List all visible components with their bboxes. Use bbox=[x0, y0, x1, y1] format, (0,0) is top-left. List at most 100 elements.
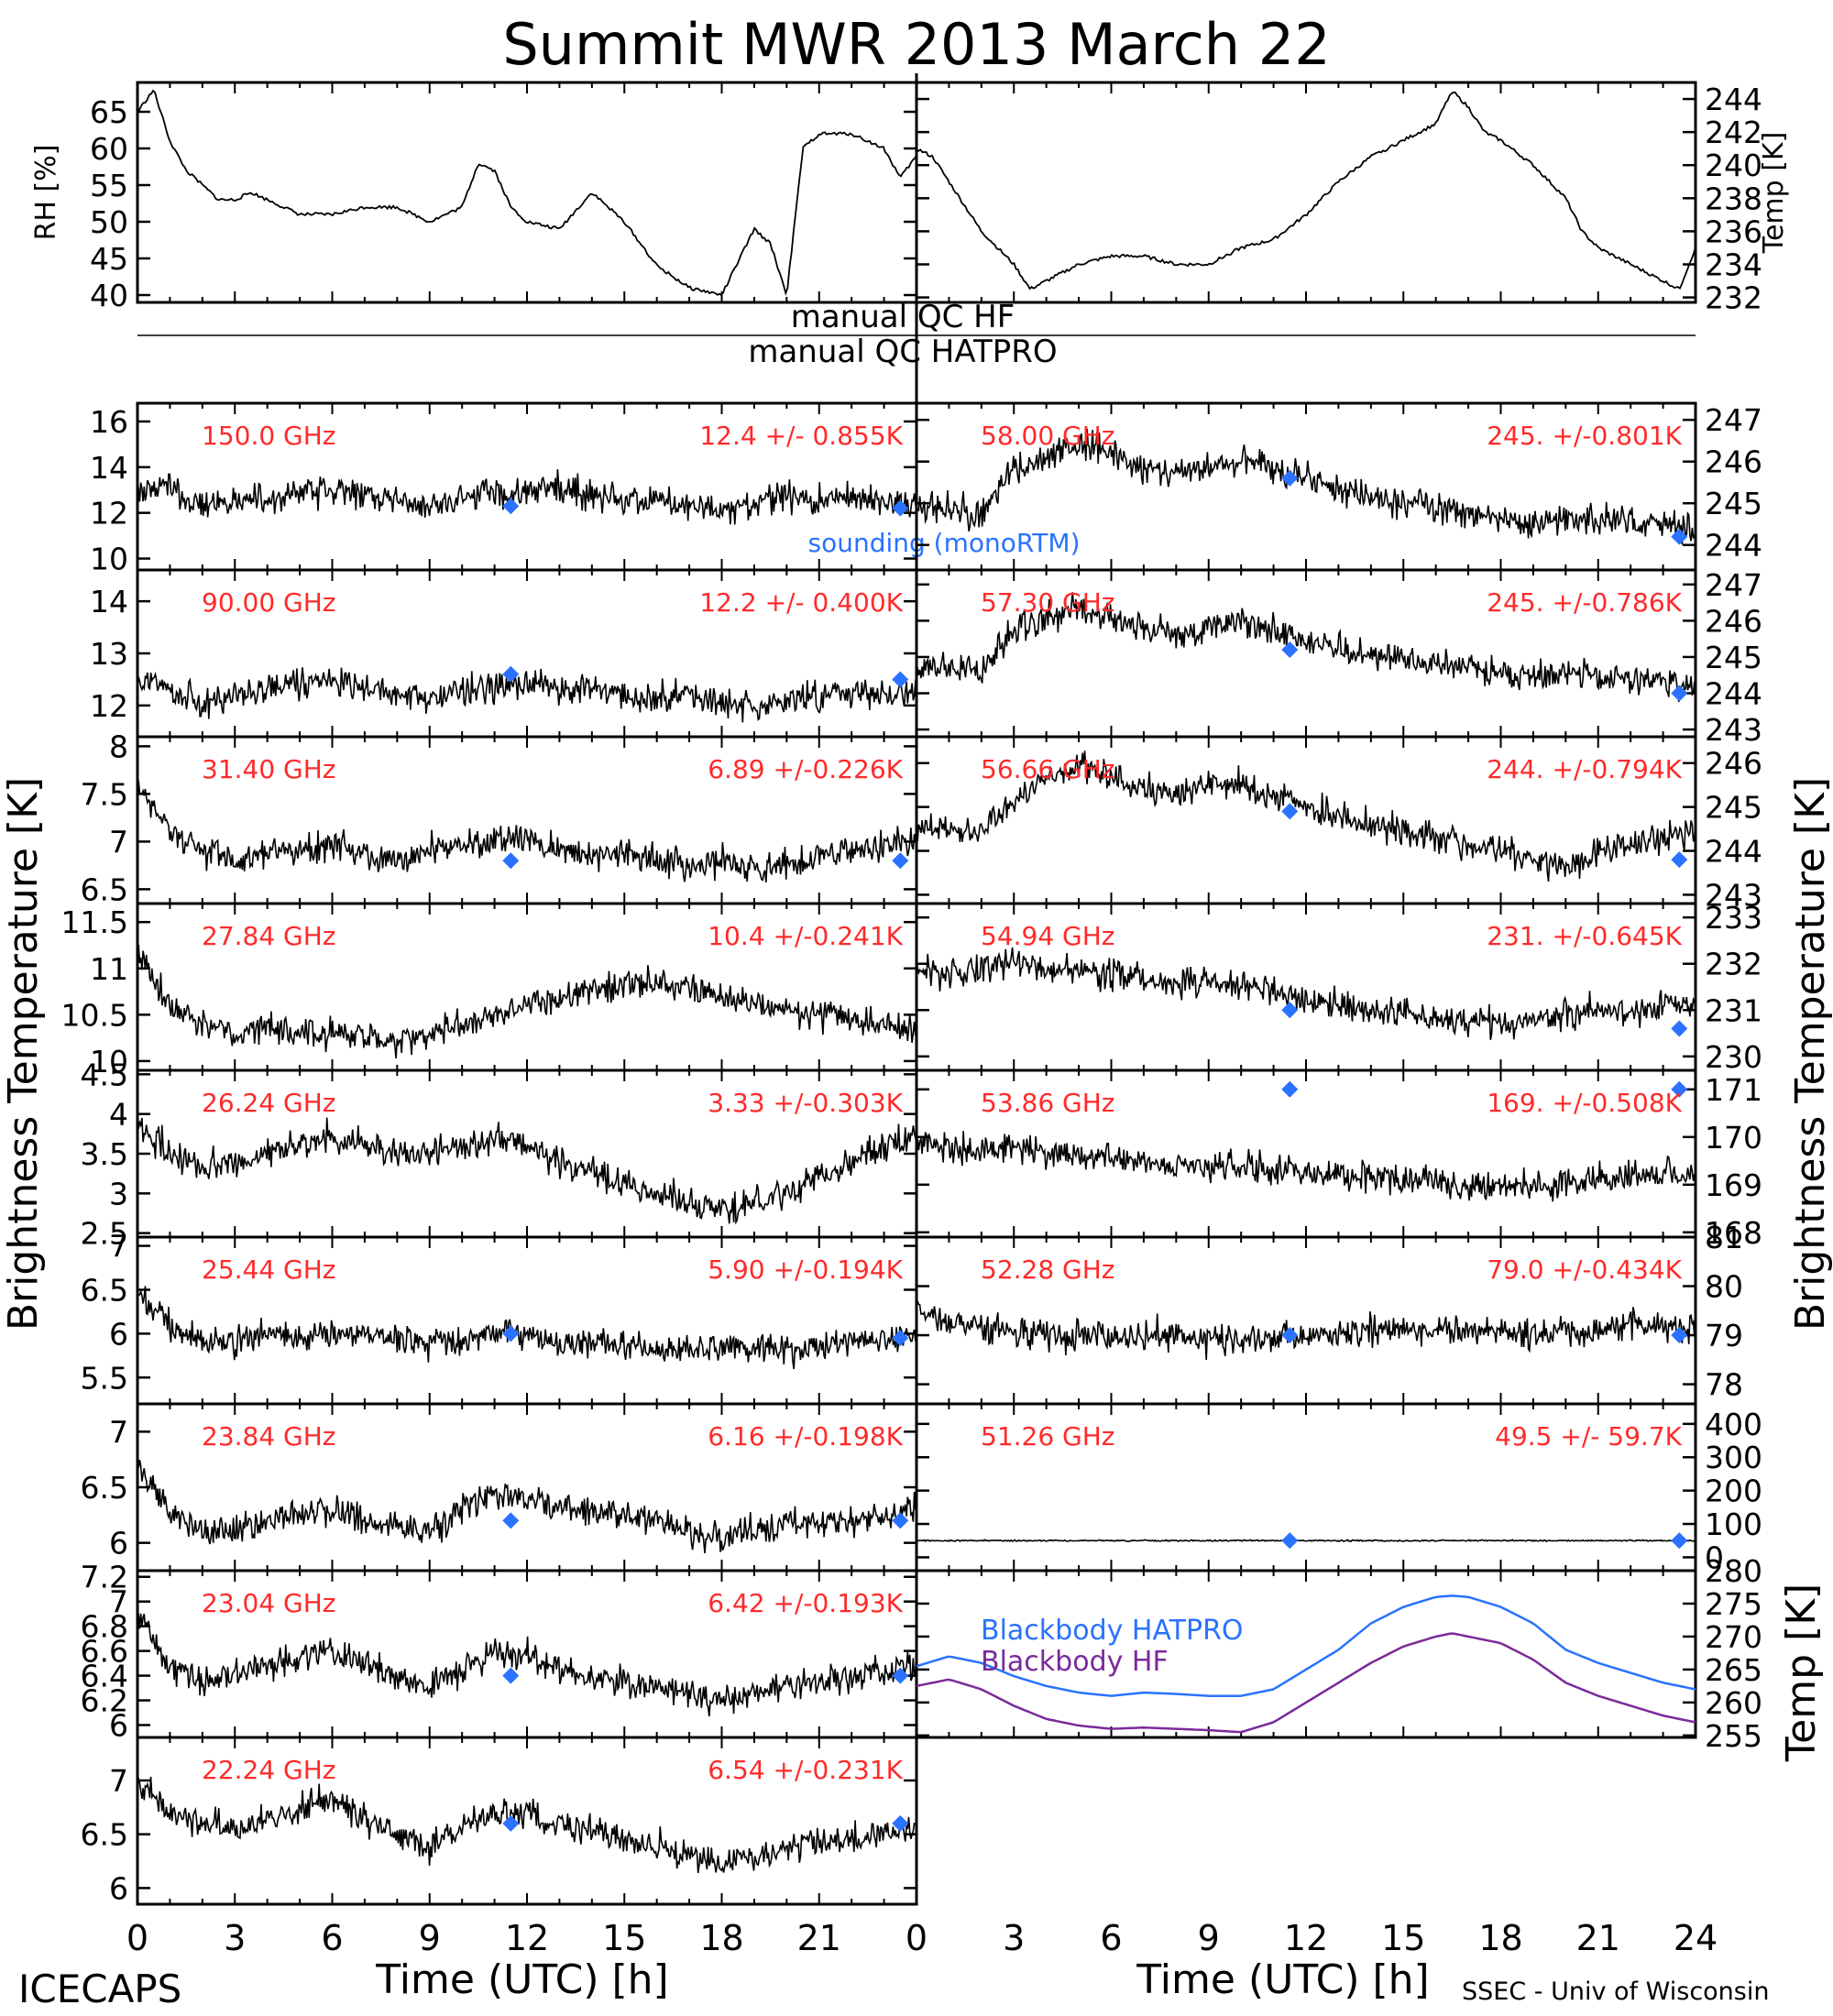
hf-1500-panel-sounding-marker bbox=[502, 498, 520, 515]
hatpro-5666-panel-sounding-marker bbox=[1281, 803, 1299, 820]
blackbody-legend-1: Blackbody HF bbox=[981, 1646, 1169, 1678]
hf-3140-panel-series bbox=[137, 776, 917, 883]
blackbody-ylabel: Temp [K] bbox=[1778, 1583, 1825, 1762]
hatpro-5386-panel-stats: 169. +/-0.508K bbox=[1487, 1088, 1682, 1118]
hf-2784-panel-ytick-label: 10 bbox=[90, 1044, 128, 1079]
rh-panel-ytick-label: 40 bbox=[90, 278, 128, 313]
hf-2384-panel-stats: 6.16 +/-0.198K bbox=[708, 1421, 903, 1452]
hatpro-5666-panel-sounding-marker bbox=[1671, 851, 1688, 869]
hf-9000-panel-ytick-label: 12 bbox=[90, 688, 128, 724]
hf-2544-panel-ytick-label: 7 bbox=[109, 1229, 128, 1265]
hatpro-5228-panel-series bbox=[916, 1299, 1696, 1361]
hf-2304-panel-sounding-marker bbox=[502, 1667, 520, 1684]
hf-3140-panel-ytick-label: 6.5 bbox=[81, 871, 128, 907]
rh-panel-ylabel: RH [%] bbox=[30, 145, 62, 241]
hf-2624-panel-stats: 3.33 +/-0.303K bbox=[708, 1088, 903, 1118]
air-temp-panel-frame bbox=[915, 81, 1697, 304]
hatpro-5228-panel-stats: 79.0 +/-0.434K bbox=[1487, 1255, 1682, 1285]
hatpro-5126-panel-ytick-label: 400 bbox=[1705, 1407, 1762, 1442]
hatpro-5494-panel-sounding-marker bbox=[1281, 1002, 1299, 1019]
hatpro-5126-panel-sounding-marker bbox=[1281, 1532, 1299, 1550]
hatpro-5494-panel-channel: 54.94 GHz bbox=[981, 921, 1115, 951]
air-temp-panel-ytick-label: 244 bbox=[1705, 82, 1762, 117]
xtick-label-right: 0 bbox=[906, 1918, 927, 1958]
hf-3140-panel-ytick-label: 8 bbox=[109, 729, 128, 764]
hatpro-5494-panel-ytick-label: 230 bbox=[1705, 1039, 1762, 1075]
hatpro-5126-panel-stats: 49.5 +/- 59.7K bbox=[1495, 1421, 1682, 1452]
hf-2304-panel-ytick-label: 6.4 bbox=[81, 1659, 128, 1694]
hf-1500-panel-ytick-label: 14 bbox=[90, 450, 128, 486]
xlabel-right: Time (UTC) [h] bbox=[1136, 1956, 1429, 2003]
hatpro-5126-panel-sounding-marker bbox=[1671, 1532, 1688, 1550]
xtick-label-right: 6 bbox=[1100, 1918, 1122, 1958]
hf-2224-panel-ytick-label: 6 bbox=[109, 1870, 128, 1906]
hatpro-5730-panel-sounding-marker bbox=[1671, 685, 1688, 702]
xtick-label-left: 18 bbox=[699, 1918, 743, 1958]
hatpro-5800-panel-series bbox=[916, 428, 1696, 545]
hatpro-5386-panel-ytick-label: 169 bbox=[1705, 1167, 1762, 1203]
hf-2304-panel-ytick-label: 7.2 bbox=[81, 1560, 128, 1595]
hatpro-5126-panel-ytick-label: 0 bbox=[1705, 1539, 1724, 1575]
hf-2384-panel-sounding-marker bbox=[892, 1512, 909, 1529]
blackbody-panel-ytick-label: 255 bbox=[1705, 1718, 1762, 1754]
xtick-label-right: 9 bbox=[1198, 1918, 1220, 1958]
hatpro-5494-panel-sounding-marker bbox=[1671, 1020, 1688, 1037]
hatpro-5666-panel-ytick-label: 244 bbox=[1705, 834, 1762, 870]
blackbody-panel-ytick-label: 275 bbox=[1705, 1586, 1762, 1622]
hf-2304-panel-series bbox=[137, 1606, 917, 1717]
hatpro-5666-panel-ytick-label: 246 bbox=[1705, 746, 1762, 782]
hatpro-5126-panel-series bbox=[916, 1539, 1696, 1543]
air-temp-panel-ytick-label: 236 bbox=[1705, 214, 1762, 249]
blackbody-panel-ytick-label: 270 bbox=[1705, 1619, 1762, 1655]
hatpro-5730-panel-ytick-label: 246 bbox=[1705, 603, 1762, 639]
air-temp-panel-ytick-label: 240 bbox=[1705, 148, 1762, 183]
hf-2384-panel-sounding-marker bbox=[502, 1512, 520, 1529]
hatpro-5730-panel-ytick-label: 245 bbox=[1705, 640, 1762, 675]
hf-2784-panel-ytick-label: 11.5 bbox=[61, 904, 128, 940]
air-temp-panel-ytick-label: 232 bbox=[1705, 280, 1762, 316]
hatpro-5126-panel-ytick-label: 100 bbox=[1705, 1507, 1762, 1542]
hf-9000-panel-series bbox=[137, 667, 917, 723]
hf-1500-panel-ytick-label: 12 bbox=[90, 496, 128, 531]
air-temp-panel-ylabel: Temp [K] bbox=[1758, 132, 1790, 255]
hf-9000-panel-ytick-label: 13 bbox=[90, 636, 128, 672]
hf-2304-panel-ytick-label: 6.2 bbox=[81, 1683, 128, 1719]
hf-3140-panel-sounding-marker bbox=[502, 852, 520, 870]
xtick-label-left: 0 bbox=[126, 1918, 148, 1958]
hf-2624-panel-series bbox=[137, 1117, 917, 1225]
hf-2784-panel-ytick-label: 11 bbox=[90, 951, 128, 987]
hatpro-5800-panel-ytick-label: 247 bbox=[1705, 402, 1762, 438]
hf-2544-panel-stats: 5.90 +/-0.194K bbox=[708, 1255, 903, 1285]
hatpro-5386-panel-ytick-label: 168 bbox=[1705, 1215, 1762, 1251]
hatpro-5228-panel-channel: 52.28 GHz bbox=[981, 1255, 1115, 1285]
hatpro-5126-panel-channel: 51.26 GHz bbox=[981, 1421, 1115, 1452]
qc-hf-label: manual QC HF bbox=[791, 299, 1015, 335]
rh-panel-series bbox=[137, 89, 917, 297]
hatpro-5666-panel-channel: 56.66 GHz bbox=[981, 754, 1115, 784]
xlabel-left: Time (UTC) [h] bbox=[375, 1956, 668, 2003]
hf-1500-panel-channel: 150.0 GHz bbox=[202, 421, 336, 451]
hf-2624-panel-ytick-label: 4 bbox=[109, 1097, 128, 1133]
air-temp-panel-ytick-label: 234 bbox=[1705, 247, 1762, 282]
hf-2544-panel-ytick-label: 6 bbox=[109, 1316, 128, 1352]
hf-2224-panel-stats: 6.54 +/-0.231K bbox=[708, 1755, 903, 1785]
hatpro-5730-panel-sounding-marker bbox=[1281, 641, 1299, 659]
hf-2624-panel-ytick-label: 3.5 bbox=[81, 1136, 128, 1172]
air-temp-panel-series bbox=[916, 91, 1696, 290]
hatpro-5386-panel-series bbox=[916, 1131, 1696, 1202]
footer-ssec: SSEC - Univ of Wisconsin bbox=[1462, 1978, 1769, 2006]
hf-2544-panel-ytick-label: 6.5 bbox=[81, 1272, 128, 1308]
hf-2224-panel-sounding-marker bbox=[502, 1814, 520, 1832]
hatpro-5800-panel-stats: 245. +/-0.801K bbox=[1487, 421, 1682, 451]
blackbody-panel-ytick-label: 280 bbox=[1705, 1553, 1762, 1589]
hf-2224-panel-channel: 22.24 GHz bbox=[202, 1755, 336, 1785]
hatpro-5228-panel-sounding-marker bbox=[1281, 1327, 1299, 1344]
hatpro-5730-panel-ytick-label: 243 bbox=[1705, 712, 1762, 748]
hf-1500-panel-sounding-marker bbox=[892, 499, 909, 517]
hatpro-5800-panel-ytick-label: 244 bbox=[1705, 528, 1762, 564]
blackbody-panel-ytick-label: 260 bbox=[1705, 1685, 1762, 1721]
hf-9000-panel-channel: 90.00 GHz bbox=[202, 587, 336, 618]
hf-2784-panel-channel: 27.84 GHz bbox=[202, 921, 336, 951]
